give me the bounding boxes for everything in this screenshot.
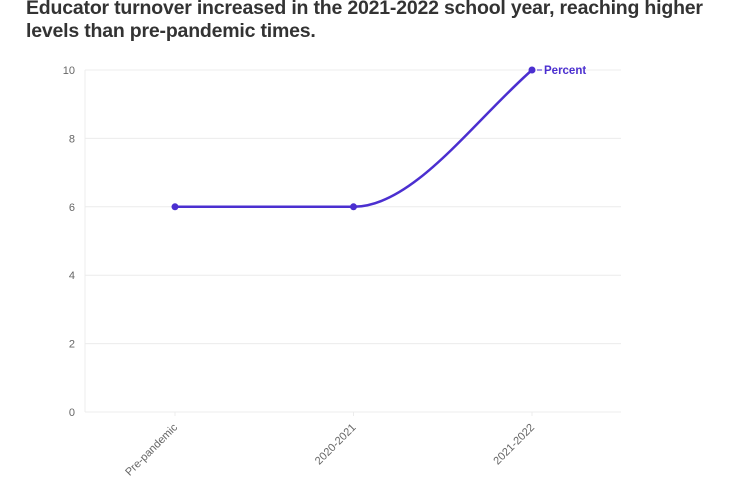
data-point[interactable] <box>350 203 357 211</box>
series-percent: Percent <box>171 65 586 211</box>
y-tick-label: 10 <box>63 65 75 77</box>
x-tick-label: 2021-2022 <box>491 422 537 468</box>
y-tick-label: 2 <box>69 339 75 351</box>
y-tick-label: 4 <box>69 270 75 282</box>
data-point[interactable] <box>171 203 179 211</box>
data-point[interactable] <box>528 66 536 74</box>
y-tick-label: 6 <box>69 202 75 214</box>
x-tick-label: Pre-pandemic <box>123 421 180 478</box>
gridlines <box>84 69 621 413</box>
series-label: Percent <box>544 65 586 77</box>
x-tick-label: 2020-2021 <box>313 422 359 468</box>
x-axis: Pre-pandemic 2020-2021 2021-2022 <box>123 412 537 479</box>
chart-title: Educator turnover increased in the 2021-… <box>26 0 703 42</box>
y-axis: 0 2 4 6 8 10 <box>63 65 75 419</box>
y-tick-label: 8 <box>69 133 75 145</box>
y-tick-label: 0 <box>69 407 75 419</box>
